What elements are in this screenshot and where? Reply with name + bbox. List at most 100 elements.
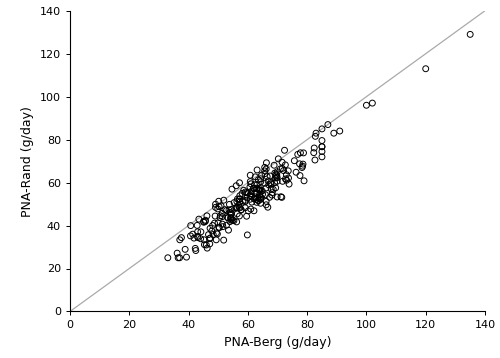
Point bbox=[280, 147, 288, 153]
Point bbox=[256, 187, 264, 193]
Point bbox=[253, 199, 261, 205]
Point bbox=[296, 173, 304, 178]
Point bbox=[186, 223, 194, 228]
Point bbox=[214, 198, 222, 204]
Point bbox=[270, 180, 278, 185]
Point bbox=[267, 186, 275, 192]
Point bbox=[256, 188, 264, 193]
Point bbox=[310, 145, 318, 151]
Point bbox=[282, 172, 290, 178]
Point bbox=[202, 217, 209, 223]
Point bbox=[278, 194, 286, 200]
Point bbox=[262, 192, 270, 198]
Point bbox=[246, 184, 254, 190]
Point bbox=[241, 205, 249, 211]
Point bbox=[212, 204, 220, 210]
Point bbox=[300, 178, 308, 184]
Point bbox=[200, 219, 208, 225]
Point bbox=[181, 246, 189, 252]
Point bbox=[214, 220, 222, 226]
Point bbox=[215, 204, 223, 209]
Point bbox=[176, 255, 184, 261]
Point bbox=[200, 237, 208, 243]
Point bbox=[232, 205, 239, 211]
Point bbox=[212, 201, 220, 207]
Point bbox=[233, 211, 241, 217]
Point bbox=[186, 233, 194, 239]
Point bbox=[312, 134, 320, 139]
Point bbox=[270, 163, 278, 168]
Point bbox=[228, 217, 235, 223]
Point bbox=[256, 187, 264, 193]
Point bbox=[253, 182, 261, 187]
Point bbox=[216, 225, 224, 231]
Point bbox=[182, 254, 190, 260]
Point bbox=[336, 128, 344, 134]
Point bbox=[200, 219, 207, 224]
Point bbox=[250, 196, 258, 202]
Point bbox=[196, 236, 204, 242]
Point bbox=[236, 180, 244, 186]
Point bbox=[324, 122, 332, 127]
Point bbox=[234, 202, 242, 208]
Point bbox=[236, 196, 244, 202]
Point bbox=[273, 178, 281, 184]
Point bbox=[256, 176, 264, 182]
Point bbox=[220, 197, 228, 203]
Point bbox=[248, 191, 256, 197]
Point bbox=[296, 150, 304, 156]
Point bbox=[195, 216, 203, 222]
Point bbox=[262, 185, 270, 191]
Point bbox=[226, 219, 234, 224]
Point bbox=[246, 193, 254, 198]
Point bbox=[263, 174, 271, 179]
Point bbox=[178, 235, 186, 241]
Point bbox=[242, 213, 250, 219]
Point bbox=[206, 226, 214, 231]
Point bbox=[272, 173, 280, 179]
Point bbox=[246, 172, 254, 178]
Point bbox=[466, 32, 474, 37]
Point bbox=[299, 161, 307, 167]
Point bbox=[224, 214, 232, 220]
Point bbox=[285, 181, 293, 187]
Point bbox=[247, 206, 255, 212]
Point bbox=[294, 151, 302, 157]
Point bbox=[266, 194, 274, 200]
Point bbox=[292, 169, 300, 175]
Point bbox=[256, 192, 264, 198]
Point bbox=[217, 203, 225, 209]
Point bbox=[248, 199, 256, 205]
Point bbox=[262, 202, 270, 208]
Point bbox=[229, 217, 237, 223]
Point bbox=[255, 196, 263, 202]
Point bbox=[256, 200, 264, 206]
Point bbox=[271, 175, 279, 181]
Point bbox=[238, 207, 246, 213]
Point bbox=[274, 156, 282, 162]
Point bbox=[252, 191, 260, 197]
Point bbox=[218, 221, 226, 227]
Point bbox=[254, 177, 262, 183]
Point bbox=[215, 224, 223, 230]
Point bbox=[222, 208, 230, 213]
Point bbox=[310, 150, 318, 155]
Point bbox=[282, 177, 290, 183]
Point bbox=[276, 166, 284, 172]
Point bbox=[236, 196, 244, 202]
Point bbox=[220, 237, 228, 243]
Point bbox=[280, 168, 287, 174]
Point bbox=[228, 210, 235, 216]
Point bbox=[260, 180, 268, 186]
Point bbox=[252, 174, 260, 180]
Point bbox=[368, 100, 376, 106]
Point bbox=[268, 192, 276, 198]
Point bbox=[252, 197, 260, 202]
Point bbox=[216, 215, 224, 221]
Point bbox=[212, 230, 220, 236]
Point bbox=[232, 219, 240, 225]
Point bbox=[250, 182, 258, 188]
Point bbox=[264, 178, 272, 184]
Point bbox=[233, 199, 241, 204]
Point bbox=[224, 227, 232, 233]
